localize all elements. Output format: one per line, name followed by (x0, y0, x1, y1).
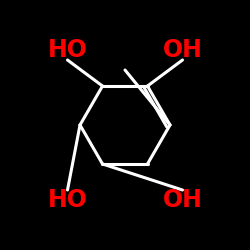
Text: OH: OH (162, 38, 202, 62)
Text: HO: HO (48, 188, 88, 212)
Text: OH: OH (162, 188, 202, 212)
Text: HO: HO (48, 38, 88, 62)
